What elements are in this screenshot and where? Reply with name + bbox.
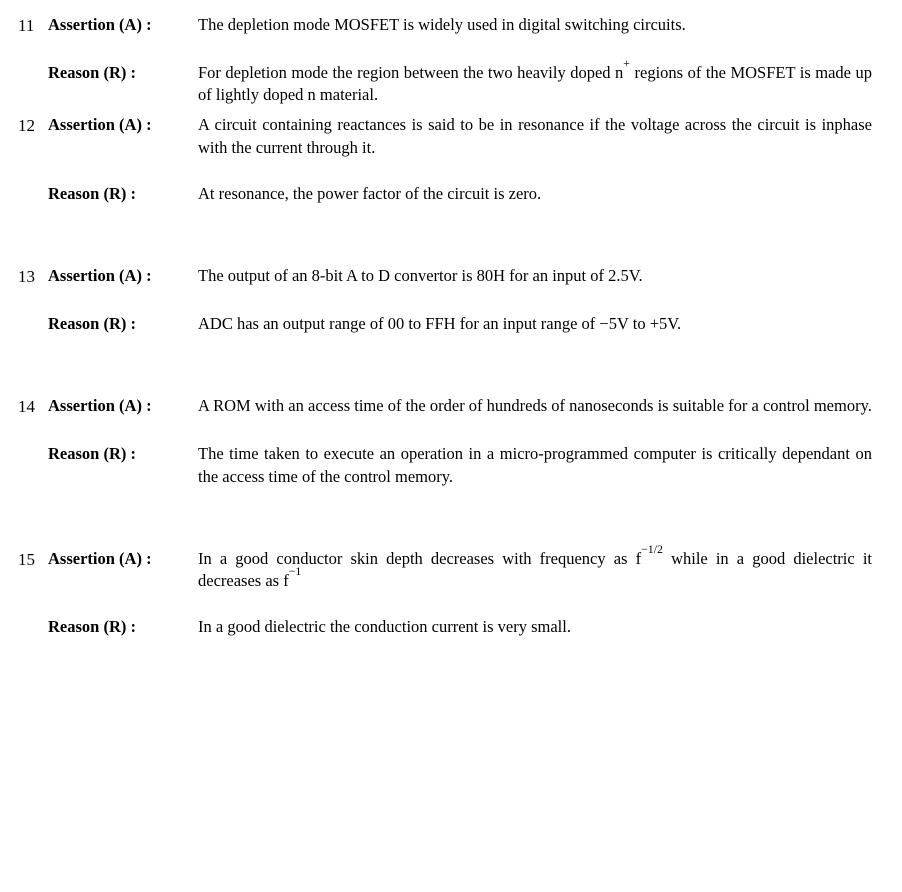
- reason-label: Reason (R) :: [48, 443, 198, 465]
- assertion-text: In a good conductor skin depth decreases…: [198, 548, 872, 593]
- assertion-row: 14Assertion (A) :A ROM with an access ti…: [18, 395, 872, 419]
- number-spacer: [18, 443, 48, 444]
- reason-label: Reason (R) :: [48, 183, 198, 205]
- reason-text: The time taken to execute an operation i…: [198, 443, 872, 488]
- assertion-text: The output of an 8-bit A to D convertor …: [198, 265, 872, 287]
- reason-row: Reason (R) :ADC has an output range of 0…: [18, 313, 872, 335]
- question-number: 13: [18, 265, 48, 289]
- reason-row: Reason (R) :The time taken to execute an…: [18, 443, 872, 488]
- number-spacer: [18, 313, 48, 314]
- question-number: 15: [18, 548, 48, 572]
- assertion-label: Assertion (A) :: [48, 14, 198, 36]
- reason-row: Reason (R) :At resonance, the power fact…: [18, 183, 872, 205]
- assertion-row: 13Assertion (A) :The output of an 8-bit …: [18, 265, 872, 289]
- assertion-row: 12Assertion (A) :A circuit containing re…: [18, 114, 872, 159]
- assertion-text: The depletion mode MOSFET is widely used…: [198, 14, 872, 36]
- assertion-label: Assertion (A) :: [48, 265, 198, 287]
- reason-text: ADC has an output range of 00 to FFH for…: [198, 313, 872, 335]
- reason-label: Reason (R) :: [48, 616, 198, 638]
- assertion-label: Assertion (A) :: [48, 548, 198, 570]
- number-spacer: [18, 62, 48, 63]
- number-spacer: [18, 183, 48, 184]
- reason-text: For depletion mode the region between th…: [198, 62, 872, 107]
- question-list: 11Assertion (A) :The depletion mode MOSF…: [18, 14, 872, 639]
- assertion-text: A ROM with an access time of the order o…: [198, 395, 872, 417]
- assertion-label: Assertion (A) :: [48, 395, 198, 417]
- reason-text: At resonance, the power factor of the ci…: [198, 183, 872, 205]
- question-number: 14: [18, 395, 48, 419]
- reason-row: Reason (R) :For depletion mode the regio…: [18, 62, 872, 107]
- reason-text: In a good dielectric the conduction curr…: [198, 616, 872, 638]
- reason-label: Reason (R) :: [48, 313, 198, 335]
- number-spacer: [18, 616, 48, 617]
- assertion-row: 15Assertion (A) :In a good conductor ski…: [18, 548, 872, 593]
- question-number: 11: [18, 14, 48, 38]
- assertion-row: 11Assertion (A) :The depletion mode MOSF…: [18, 14, 872, 38]
- assertion-label: Assertion (A) :: [48, 114, 198, 136]
- reason-row: Reason (R) :In a good dielectric the con…: [18, 616, 872, 638]
- question-number: 12: [18, 114, 48, 138]
- assertion-text: A circuit containing reactances is said …: [198, 114, 872, 159]
- reason-label: Reason (R) :: [48, 62, 198, 84]
